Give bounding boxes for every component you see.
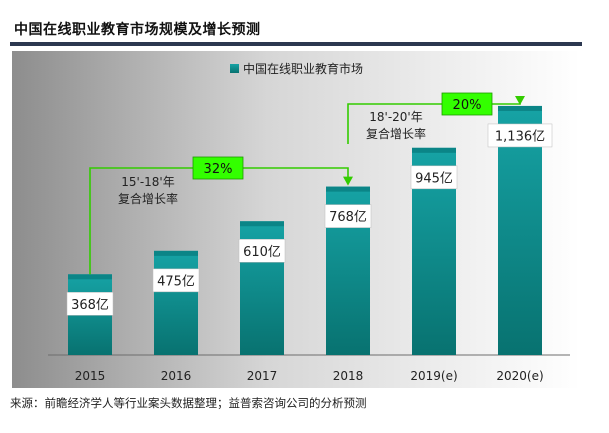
value-label-box [66, 292, 114, 316]
value-label: 368亿 [71, 298, 109, 313]
x-tick-label: 2018 [333, 369, 364, 383]
growth-caption-period: 15'-18'年 [121, 175, 174, 189]
title-rule [10, 42, 582, 46]
value-label: 768亿 [329, 210, 367, 225]
legend: 中国在线职业教育市场 [230, 61, 363, 76]
value-labels: 368亿 475亿 610亿 768亿 945亿 1,136亿 [66, 123, 553, 316]
value-label: 475亿 [157, 274, 195, 289]
value-label-box [410, 165, 458, 190]
value-label: 610亿 [243, 245, 281, 260]
growth-rate-box [441, 92, 493, 116]
bar-cap-2017 [240, 221, 284, 227]
x-tick-label: 2017 [247, 369, 278, 383]
bar-cap-2019(e) [412, 147, 456, 153]
x-tick-label: 2019(e) [410, 369, 457, 383]
legend-swatch [230, 64, 239, 73]
x-axis-ticks: 2015 2016 2017 2018 2019(e) 2020(e) [75, 369, 544, 383]
bar-cap-2020(e) [498, 105, 542, 111]
source-note: 来源：前瞻经济学人等行业案头数据整理；益普索咨询公司的分析预测 [10, 396, 367, 410]
growth-caption-label: 复合增长率 [366, 126, 426, 141]
bar-2016 [154, 250, 198, 355]
x-tick-label: 2016 [161, 369, 192, 383]
legend-label: 中国在线职业教育市场 [243, 61, 363, 76]
bar-2020(e) [498, 105, 542, 355]
page-title: 中国在线职业教育市场规模及增长预测 [14, 22, 261, 38]
bar-cap-2016 [154, 250, 198, 256]
growth-arrowhead [343, 176, 353, 186]
value-label-box [487, 123, 553, 148]
bar-cap-2018 [326, 186, 370, 192]
value-label-box [238, 239, 286, 263]
value-label-box [324, 204, 372, 228]
x-tick-label: 2015 [75, 369, 106, 383]
growth-caption-label: 复合增长率 [118, 191, 178, 206]
value-label: 1,136亿 [495, 129, 545, 144]
growth-arrowhead [515, 95, 525, 105]
x-tick-label: 2020(e) [496, 369, 543, 383]
growth-rate-value: 32% [204, 162, 233, 177]
bar-cap-2015 [68, 274, 112, 280]
growth-rate-value: 20% [453, 98, 482, 113]
growth-caption-period: 18'-20'年 [369, 110, 422, 124]
value-label-box [152, 268, 200, 293]
value-label: 945亿 [415, 171, 453, 186]
growth-rate-box [192, 156, 244, 180]
